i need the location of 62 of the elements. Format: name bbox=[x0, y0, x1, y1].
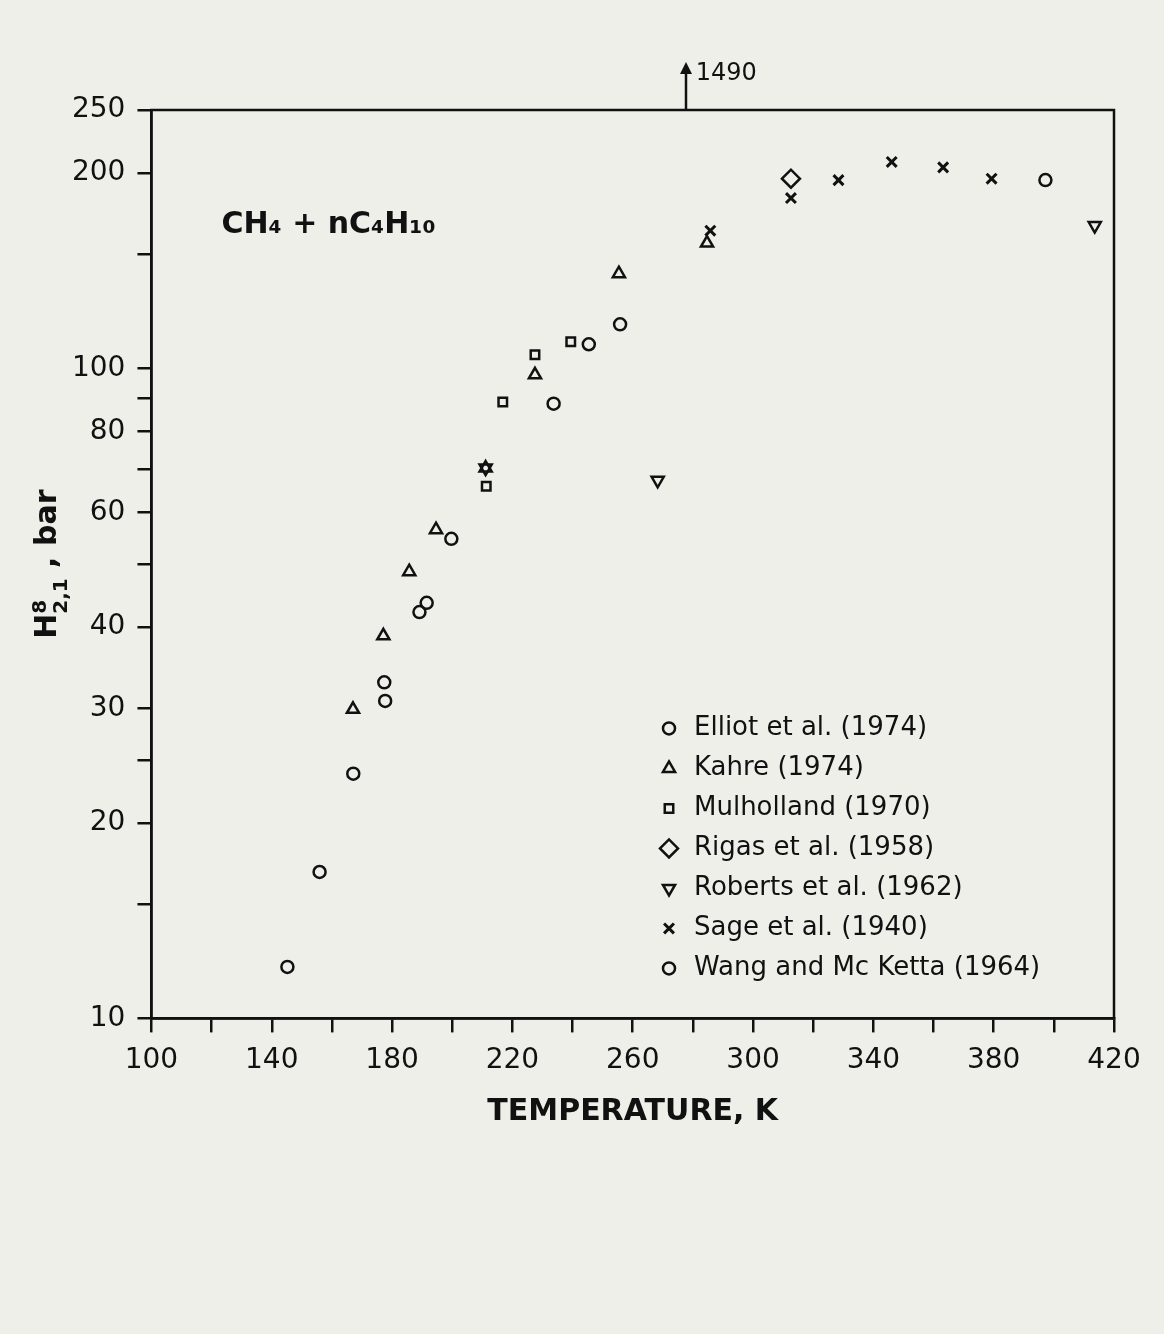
text: H2,18 , bar bbox=[26, 489, 72, 639]
point bbox=[280, 959, 295, 975]
x-tick-label: 300 bbox=[726, 1042, 780, 1076]
point bbox=[377, 675, 392, 690]
legend-label: Sage et al. (1940) bbox=[694, 911, 928, 942]
point bbox=[312, 864, 327, 880]
y-tick-label: 100 bbox=[71, 349, 126, 383]
annotation: CH₄ + nC₄H₁₀ bbox=[221, 204, 436, 240]
legend-label: Roberts et al. (1962) bbox=[694, 871, 963, 902]
point bbox=[885, 155, 899, 169]
point bbox=[529, 349, 541, 361]
point bbox=[428, 521, 444, 535]
point bbox=[497, 396, 509, 408]
y-tick-label: 60 bbox=[89, 494, 126, 528]
point bbox=[985, 172, 999, 186]
point bbox=[478, 459, 493, 473]
y-tick-label: 200 bbox=[71, 154, 126, 188]
point bbox=[527, 366, 543, 380]
point bbox=[784, 191, 798, 205]
x-tick-label: 220 bbox=[485, 1042, 540, 1076]
point bbox=[401, 563, 417, 577]
legend-label: Wang and Mc Ketta (1964) bbox=[694, 951, 1041, 982]
point bbox=[703, 224, 717, 238]
point bbox=[936, 160, 950, 174]
x-tick-label: 380 bbox=[966, 1042, 1021, 1076]
point bbox=[581, 337, 597, 352]
x-tick-label: 140 bbox=[245, 1042, 299, 1076]
y-tick-label: 20 bbox=[89, 804, 126, 838]
legend-label: Kahre (1974) bbox=[694, 751, 864, 782]
point bbox=[377, 693, 393, 709]
point bbox=[611, 265, 627, 279]
point bbox=[565, 336, 577, 348]
y-tick-label: 40 bbox=[89, 608, 126, 642]
point bbox=[650, 475, 665, 489]
y-tick-label: 250 bbox=[71, 91, 126, 125]
point bbox=[444, 531, 459, 547]
legend-label: Elliot et al. (1974) bbox=[694, 711, 928, 742]
x-tick-label: 100 bbox=[124, 1042, 179, 1076]
point bbox=[346, 766, 361, 781]
point bbox=[345, 701, 361, 715]
point bbox=[480, 480, 492, 492]
point bbox=[612, 317, 628, 332]
point bbox=[1087, 220, 1103, 234]
x-tick-label: 420 bbox=[1087, 1042, 1141, 1076]
y-tick-label: 10 bbox=[89, 999, 126, 1033]
point bbox=[419, 595, 434, 611]
y-tick-label: 30 bbox=[89, 689, 126, 723]
point bbox=[546, 396, 561, 411]
legend-label: Mulholland (1970) bbox=[694, 791, 931, 822]
x-axis-title: TEMPERATURE, K bbox=[487, 1091, 780, 1127]
x-tick-label: 260 bbox=[606, 1042, 660, 1076]
point bbox=[376, 627, 391, 641]
y-tick-label: 80 bbox=[89, 412, 126, 446]
point bbox=[412, 604, 427, 620]
point bbox=[699, 234, 715, 248]
point bbox=[1038, 172, 1053, 188]
text: 1490 bbox=[695, 58, 757, 87]
legend-label: Rigas et al. (1958) bbox=[694, 831, 935, 862]
x-tick-label: 340 bbox=[846, 1042, 901, 1076]
point bbox=[780, 168, 802, 189]
point bbox=[832, 173, 845, 187]
x-tick-label: 180 bbox=[365, 1042, 419, 1076]
